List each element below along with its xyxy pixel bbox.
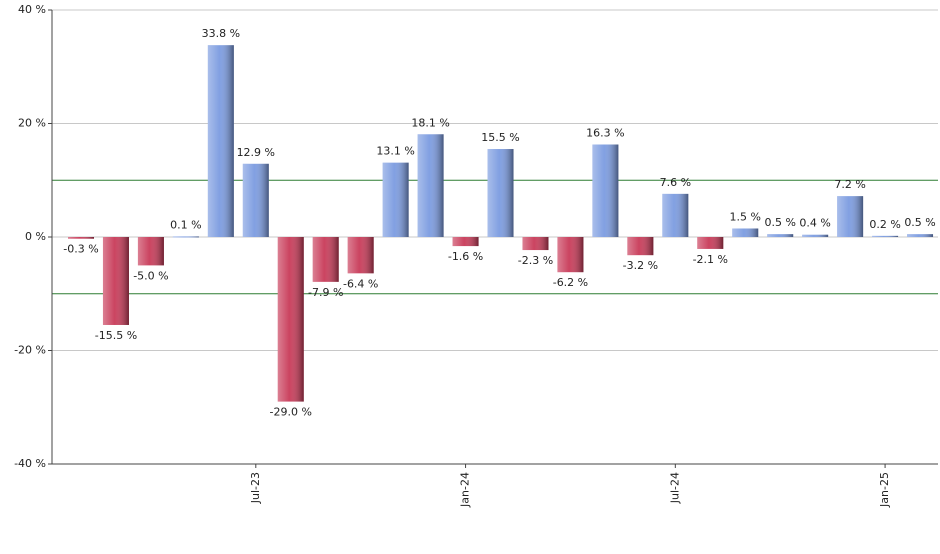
y-tick-label: -40 %	[14, 457, 46, 470]
value-label: 13.1 %	[376, 145, 414, 158]
value-label: -6.4 %	[343, 277, 378, 290]
bar-shade	[242, 163, 269, 237]
value-label: 7.6 %	[660, 176, 691, 189]
value-label: 0.2 %	[869, 218, 900, 231]
value-label: -1.6 %	[448, 250, 483, 263]
value-label: 16.3 %	[586, 126, 624, 139]
y-tick-label: 0 %	[25, 230, 46, 243]
value-label: -29.0 %	[270, 406, 312, 419]
x-tick-label: Jan-24	[459, 472, 472, 508]
bar-shade	[382, 162, 409, 237]
bar-shade	[137, 237, 164, 266]
value-label: 1.5 %	[730, 210, 761, 223]
y-tick-label: 40 %	[18, 3, 46, 16]
value-label: 0.5 %	[904, 216, 935, 229]
bar-shade	[627, 237, 654, 256]
value-label: 7.2 %	[834, 178, 865, 191]
value-label: -15.5 %	[95, 329, 137, 342]
bar-shade	[592, 144, 619, 237]
y-tick-label: 20 %	[18, 117, 46, 130]
bar-shade	[872, 235, 899, 237]
bar-shade	[907, 234, 934, 237]
bar-shade	[347, 237, 374, 274]
bar-shade	[802, 234, 829, 237]
bar-shade	[837, 196, 864, 237]
bar-shade	[312, 237, 339, 282]
bar-shade	[767, 234, 794, 237]
bar-shade	[557, 237, 584, 273]
value-label: 33.8 %	[202, 27, 240, 40]
bar-shade	[68, 237, 94, 239]
value-label: -2.3 %	[518, 254, 553, 267]
x-tick-label: Jul-23	[249, 472, 262, 504]
bar-shade	[662, 193, 689, 237]
value-label: -0.3 %	[63, 243, 98, 256]
value-label: 0.1 %	[170, 218, 201, 231]
value-label: 12.9 %	[237, 146, 275, 159]
bar-shade	[172, 236, 199, 238]
bar-shade	[417, 134, 444, 237]
value-label: -5.0 %	[133, 269, 168, 282]
value-label: 18.1 %	[411, 116, 449, 129]
value-label: -3.2 %	[623, 259, 658, 272]
bar-shade	[732, 228, 759, 237]
bar-shade	[452, 237, 479, 247]
y-tick-label: -20 %	[14, 344, 46, 357]
x-tick-label: Jan-25	[878, 472, 891, 508]
bar-shade	[207, 45, 234, 238]
value-label: 0.4 %	[799, 217, 830, 230]
value-label: 15.5 %	[481, 131, 519, 144]
value-label: -7.9 %	[308, 286, 343, 299]
bar-shade	[487, 149, 514, 237]
bar-shade	[697, 237, 724, 249]
value-label: -2.1 %	[693, 253, 728, 266]
bar-shade	[102, 237, 129, 325]
x-tick-label: Jul-24	[668, 472, 681, 504]
bar-shade	[277, 237, 304, 402]
value-label: 0.5 %	[764, 216, 795, 229]
value-label: -6.2 %	[553, 276, 588, 289]
bar-shade	[522, 237, 549, 251]
